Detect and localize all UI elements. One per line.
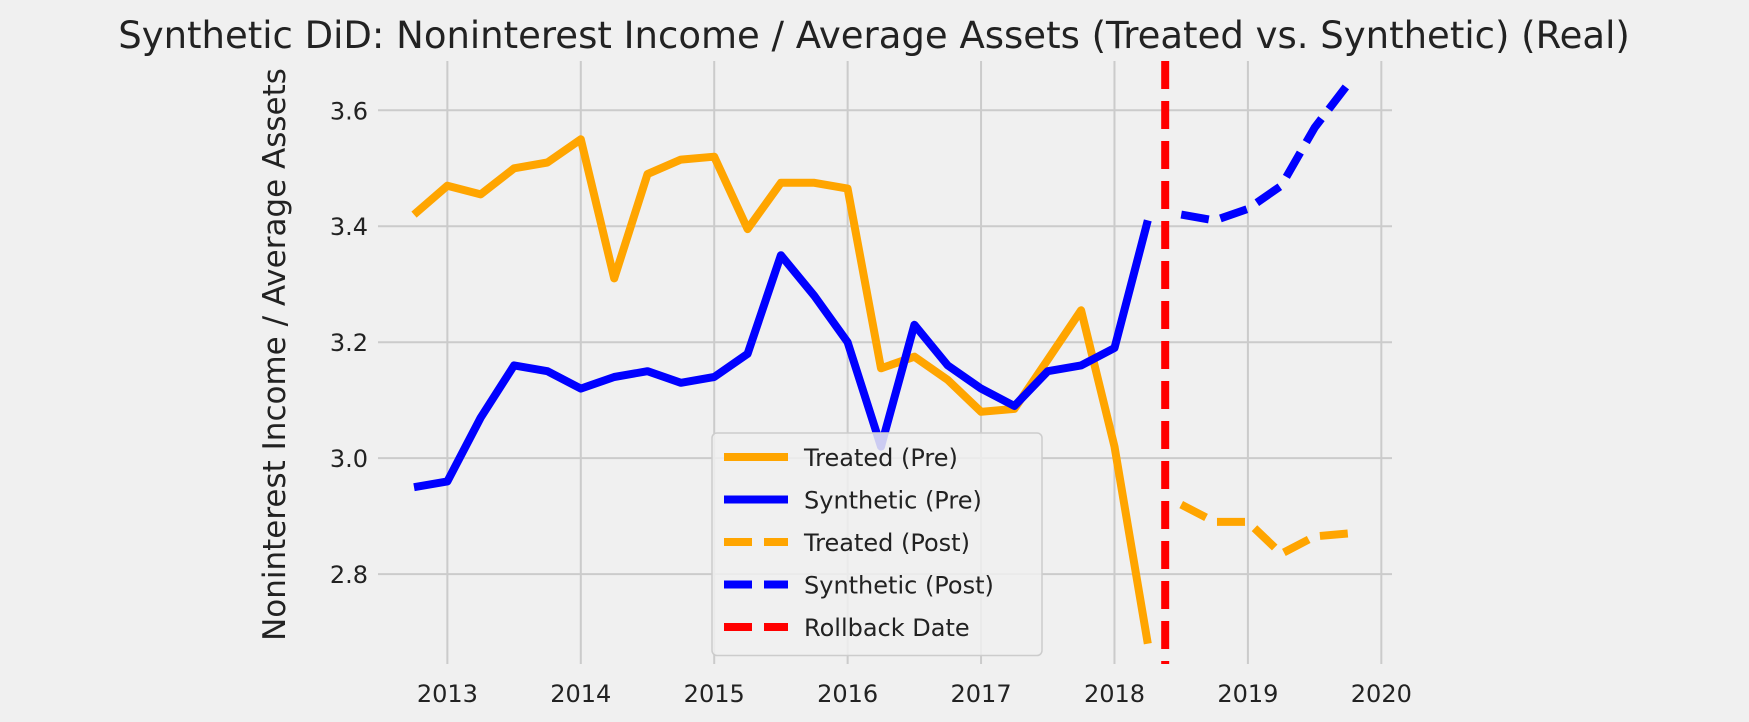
y-tick-label: 3.0 — [330, 445, 368, 473]
legend: Treated (Pre) Synthetic (Pre) Treated (Pos… — [711, 432, 1043, 657]
x-tick-label: 2013 — [417, 680, 478, 708]
x-tick-label: 2014 — [550, 680, 611, 708]
legend-label: Synthetic (Pre) — [804, 487, 982, 515]
x-tick-label: 2016 — [817, 680, 878, 708]
treated-post-line — [1179, 501, 1349, 558]
legend-box — [711, 432, 1043, 657]
series-lines — [411, 81, 1352, 645]
x-tick-label: 2020 — [1351, 680, 1412, 708]
legend-label: Synthetic (Post) — [804, 572, 994, 600]
synthetic-post-line — [1180, 81, 1352, 225]
chart-title: Synthetic DiD: Noninterest Income / Aver… — [118, 14, 1630, 57]
y-tick-label: 3.4 — [330, 213, 368, 241]
legend-label: Rollback Date — [804, 614, 970, 642]
x-axis-ticks: 2013 2014 2015 2016 2017 2018 2019 2020 — [417, 680, 1412, 708]
y-tick-label: 2.8 — [330, 561, 368, 589]
x-tick-label: 2017 — [951, 680, 1012, 708]
y-axis-title: Noninterest Income / Average Assets — [257, 68, 293, 641]
x-tick-label: 2019 — [1217, 680, 1278, 708]
y-axis-ticks: 2.8 3.0 3.2 3.4 3.6 — [330, 97, 368, 589]
x-tick-label: 2015 — [684, 680, 745, 708]
synthetic-pre-line — [413, 219, 1152, 492]
legend-label: Treated (Pre) — [803, 444, 958, 472]
legend-label: Treated (Post) — [803, 529, 970, 557]
y-tick-label: 3.6 — [330, 97, 368, 125]
x-tick-label: 2018 — [1084, 680, 1145, 708]
y-tick-label: 3.2 — [330, 329, 368, 357]
